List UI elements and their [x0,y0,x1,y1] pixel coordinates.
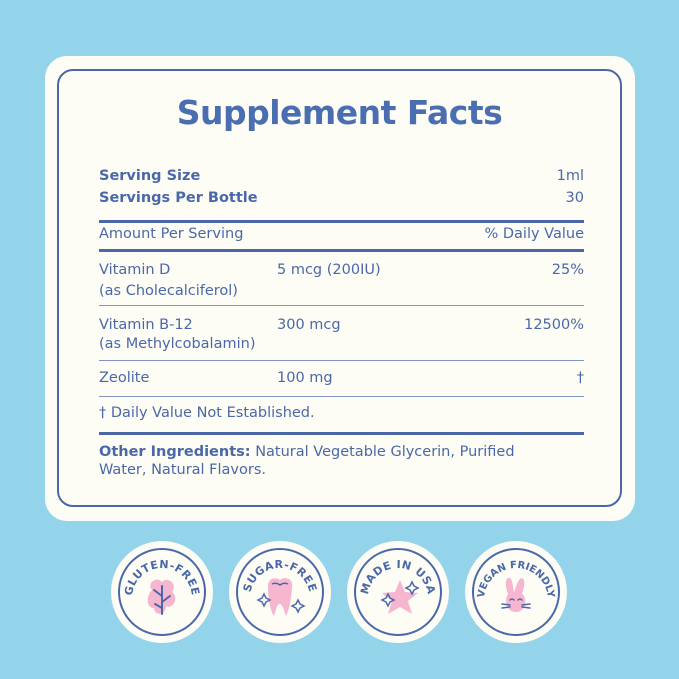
nutrient-dv: † [576,370,584,386]
badge-row: GLUTEN-FREE SUGAR-FREE MADE IN USA VEGAN… [0,540,679,650]
page-title: Supplement Facts [176,93,503,132]
bunny-icon [501,577,531,612]
nutrient-amount: 300 mcg [277,317,341,333]
divider [99,360,584,361]
other-ingredients-line2: Water, Natural Flavors. [99,462,267,478]
divider [99,396,584,397]
other-ingredients-line1: Natural Vegetable Glycerin, Purified [255,444,515,460]
nutrient-amount: 100 mg [277,370,333,386]
tooth-icon [256,578,306,616]
daily-value-header: % Daily Value [484,226,584,242]
servings-per-bottle-value: 30 [565,190,584,206]
servings-per-bottle-label: Servings Per Bottle [99,190,258,206]
divider [99,220,584,223]
serving-size-label: Serving Size [99,168,201,184]
star-icon [380,580,420,614]
servings-per-bottle-row: Servings Per Bottle 30 [99,190,584,206]
table-row: Vitamin D (as Cholecalciferol) 5 mcg (20… [99,260,584,302]
nutrient-dv: 12500% [524,317,584,333]
nutrient-name: Vitamin D [99,262,171,278]
footnote: † Daily Value Not Established. [99,405,315,421]
serving-size-row: Serving Size 1ml [99,168,584,184]
sugar-free-badge: SUGAR-FREE [229,541,331,643]
divider [99,432,584,435]
other-ingredients: Other Ingredients: Natural Vegetable Gly… [99,443,584,479]
table-header: Amount Per Serving % Daily Value [99,226,584,242]
nutrient-sub: (as Cholecalciferol) [99,283,238,299]
nutrient-sub: (as Methylcobalamin) [99,336,256,352]
gluten-free-badge: GLUTEN-FREE [111,541,213,643]
divider [99,249,584,252]
supplement-facts-panel: Supplement Facts Serving Size 1ml Servin… [57,69,622,507]
vegan-friendly-badge: VEGAN FRIENDLY [465,541,567,643]
nutrient-amount: 5 mcg (200IU) [277,262,381,278]
nutrient-name: Zeolite [99,370,150,386]
nutrient-dv: 25% [551,262,584,278]
nutrient-name: Vitamin B-12 [99,317,193,333]
amount-header: Amount Per Serving [99,226,244,242]
leaf-icon [147,579,176,615]
made-in-usa-badge: MADE IN USA [347,541,449,643]
table-row: Zeolite 100 mg † [99,370,584,386]
other-ingredients-label: Other Ingredients: [99,444,251,460]
table-row: Vitamin B-12 (as Methylcobalamin) 300 mc… [99,316,584,354]
supplement-facts-card: Supplement Facts Serving Size 1ml Servin… [45,56,635,521]
serving-size-value: 1ml [556,168,584,184]
divider [99,305,584,306]
